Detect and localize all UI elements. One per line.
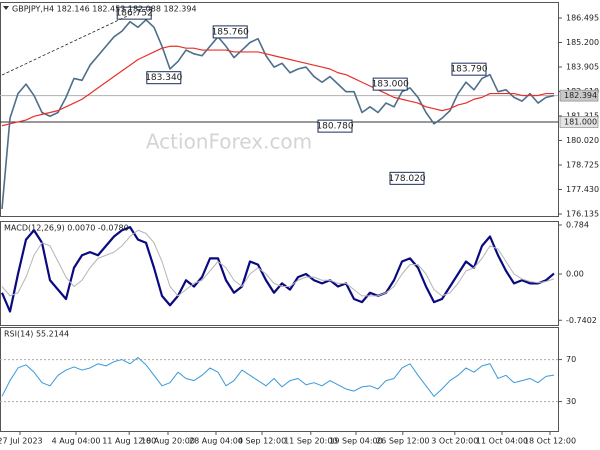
y-tick-label: 177.430: [566, 185, 599, 194]
x-tick-label: 11 Sep 20:00: [284, 437, 337, 446]
y-tick-label: -0.7402: [566, 316, 597, 325]
price-level-box: [559, 89, 599, 102]
annotation-label: 186.752: [116, 9, 153, 19]
y-tick-label: 0.00: [566, 270, 584, 279]
symbol-icon: [3, 6, 9, 10]
panel-frame: [0, 2, 559, 217]
x-tick-label: 3 Oct 20:00: [431, 437, 478, 446]
panel-title: MACD(12,26,9) 0.0070 -0.0780: [4, 224, 129, 233]
x-tick-label: 11 Oct 04:00: [476, 437, 528, 446]
annotation-label: 185.760: [212, 27, 249, 37]
series-line: [1, 45, 554, 127]
y-tick-label: 183.905: [566, 62, 599, 71]
x-tick-label: 4 Aug 04:00: [52, 437, 101, 446]
panel-title: GBPJPY,H4 182.146 182.453 182.088 182.39…: [12, 5, 197, 14]
y-tick-label: 0.784: [566, 221, 589, 230]
x-tick-label: 18 Oct 12:00: [524, 437, 576, 446]
panel-frame: [0, 327, 559, 432]
annotation-label: 183.340: [145, 73, 182, 83]
annotation-box: [212, 25, 248, 39]
annotation-box: [146, 71, 182, 85]
series-line: [1, 229, 555, 297]
watermark: ActionForex.com: [146, 130, 312, 154]
annotation-box: [451, 62, 487, 76]
annotation-box: [389, 171, 425, 185]
price-level-label: 181.000: [564, 117, 597, 126]
y-tick-label: 178.725: [566, 161, 599, 170]
y-tick-label: 30: [566, 397, 576, 406]
y-tick-label: 185.200: [566, 38, 599, 47]
price-level-label: 182.394: [564, 91, 597, 100]
x-tick-label: 26 Sep 12:00: [376, 437, 429, 446]
annotation-label: 180.780: [316, 122, 353, 132]
annotation-label: 183.790: [450, 65, 487, 75]
trendline: [1, 9, 141, 76]
x-tick-label: 27 Jul 2023: [0, 437, 43, 446]
y-tick-label: 181.315: [566, 112, 599, 121]
annotation-box: [372, 77, 408, 91]
series-line: [1, 18, 555, 210]
y-tick-label: 70: [566, 355, 576, 364]
x-tick-label: 28 Aug 04:00: [189, 437, 243, 446]
x-tick-label: 18 Aug 20:00: [141, 437, 195, 446]
x-tick-label: 19 Sep 04:00: [329, 437, 382, 446]
annotation-label: 178.020: [388, 174, 425, 184]
annotation-box: [317, 119, 353, 133]
price-level-box: [559, 116, 599, 128]
annotation-label: 183.000: [372, 80, 409, 90]
y-tick-label: 180.020: [566, 136, 599, 145]
series-line: [1, 356, 555, 397]
x-tick-label: 4 Sep 12:00: [238, 437, 286, 446]
y-tick-label: 186.495: [566, 13, 599, 22]
y-tick-label: 176.135: [566, 210, 599, 219]
x-tick-label: 11 Aug 12:00: [102, 437, 156, 446]
series-line: [0, 226, 555, 313]
panel-title: RSI(14) 55.2144: [4, 330, 69, 339]
